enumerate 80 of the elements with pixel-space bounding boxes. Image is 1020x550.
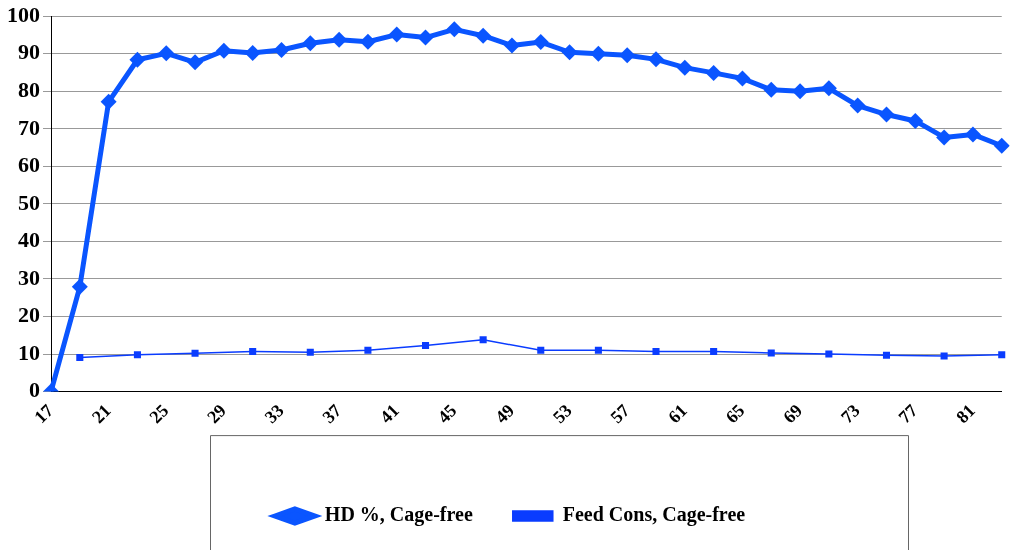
y-tick-label: 50 xyxy=(18,189,40,215)
y-tick-label: 90 xyxy=(18,39,40,65)
point xyxy=(100,93,117,110)
point xyxy=(594,346,602,354)
point xyxy=(825,350,833,358)
point xyxy=(940,352,948,360)
point xyxy=(158,45,175,62)
y-tick-label: 0 xyxy=(29,377,40,403)
y-tick-label: 40 xyxy=(18,227,40,253)
x-tick-label: 45 xyxy=(433,400,461,428)
point xyxy=(767,349,775,357)
x-tick-label: 49 xyxy=(491,400,519,428)
y-tick-label: 10 xyxy=(18,339,40,365)
y-tick-label: 100 xyxy=(7,1,40,27)
x-tick-label: 21 xyxy=(87,400,115,428)
point xyxy=(882,351,891,359)
x-tick-label: 53 xyxy=(548,400,576,428)
point xyxy=(734,70,751,87)
point xyxy=(561,44,578,61)
x-tick-label: 41 xyxy=(375,400,403,428)
point xyxy=(302,35,319,52)
point xyxy=(998,351,1006,359)
point xyxy=(676,59,693,76)
point xyxy=(331,31,348,48)
point xyxy=(475,27,492,44)
point xyxy=(619,47,636,64)
point xyxy=(421,341,430,349)
point xyxy=(652,347,660,355)
point xyxy=(479,336,487,344)
point xyxy=(792,83,809,100)
x-tick-label: 17 xyxy=(30,400,58,428)
x-tick-label: 25 xyxy=(145,400,173,428)
x-tick-label: 69 xyxy=(779,400,807,428)
legend-label: Feed Cons, Cage-free xyxy=(562,503,746,527)
y-tick-label: 60 xyxy=(18,152,40,178)
point xyxy=(936,129,953,146)
point xyxy=(878,106,895,123)
point xyxy=(133,351,141,359)
x-tick-label: 73 xyxy=(836,400,864,428)
point xyxy=(249,347,257,355)
point xyxy=(71,278,88,295)
point xyxy=(503,37,520,54)
x-tick-label: 65 xyxy=(721,400,749,428)
point xyxy=(820,80,837,97)
point xyxy=(187,54,204,71)
legend-label: HD %, Cage-free xyxy=(324,503,473,527)
point xyxy=(532,34,549,51)
x-tick-label: 61 xyxy=(664,400,691,428)
point xyxy=(590,45,607,62)
point xyxy=(359,33,376,50)
point xyxy=(907,112,924,129)
y-tick-label: 80 xyxy=(18,76,40,102)
y-tick-label: 20 xyxy=(18,302,40,328)
point xyxy=(446,21,463,38)
point xyxy=(763,81,780,98)
point xyxy=(849,97,866,114)
point xyxy=(273,41,290,58)
point xyxy=(306,348,314,356)
point xyxy=(388,26,405,43)
point xyxy=(964,126,981,143)
point xyxy=(191,349,199,357)
x-tick-label: 81 xyxy=(952,400,980,428)
point xyxy=(417,29,434,46)
x-tick-label: 29 xyxy=(203,400,230,428)
x-tick-label: 37 xyxy=(318,400,346,428)
point xyxy=(215,42,232,59)
point xyxy=(364,346,372,354)
point xyxy=(129,51,146,68)
x-tick-label: 77 xyxy=(894,400,922,428)
point xyxy=(537,346,545,354)
y-tick-label: 30 xyxy=(18,264,40,290)
point xyxy=(76,353,84,361)
point xyxy=(710,347,718,355)
x-tick-label: 57 xyxy=(606,400,634,428)
point xyxy=(705,64,722,81)
x-tick-label: 33 xyxy=(260,400,288,428)
point xyxy=(993,137,1010,154)
point xyxy=(244,44,261,61)
point xyxy=(648,51,665,68)
y-tick-label: 70 xyxy=(18,114,40,140)
